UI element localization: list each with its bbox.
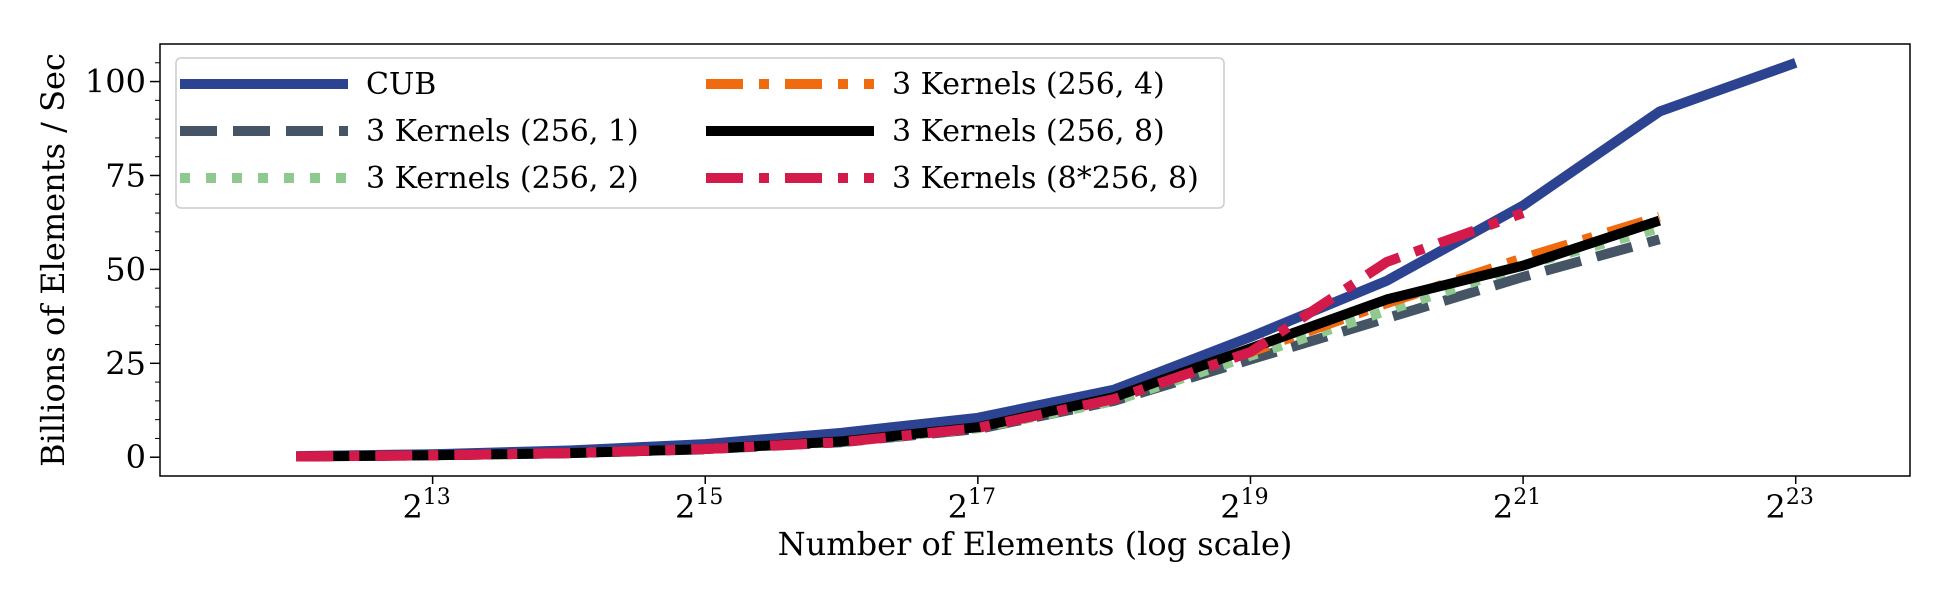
y-tick-label: 100 — [85, 63, 146, 101]
x-tick-label: 219 — [1220, 485, 1268, 526]
x-tick-label: 217 — [948, 485, 996, 526]
legend-label: 3 Kernels (256, 2) — [366, 161, 639, 196]
x-axis-label: Number of Elements (log scale) — [778, 525, 1293, 563]
series-line-3-kernels-256-8 — [296, 215, 1661, 462]
plot-lines — [296, 58, 1798, 462]
y-axis-label: Billions of Elements / Sec — [34, 53, 72, 467]
legend-label: 3 Kernels (256, 4) — [892, 67, 1165, 102]
series-line-3-kernels-8-256-8 — [296, 208, 1525, 462]
legend-label: 3 Kernels (256, 8) — [892, 114, 1165, 149]
y-tick-label: 75 — [105, 156, 146, 194]
y-tick-label: 0 — [126, 438, 146, 476]
x-tick-label: 223 — [1766, 485, 1814, 526]
legend-frame — [175, 57, 1225, 209]
x-axis: 213 215 217 219 221 223 — [402, 476, 1814, 526]
y-tick-label: 50 — [105, 250, 146, 288]
y-axis: 0 25 50 75 100 — [85, 62, 160, 476]
y-tick-label: 25 — [105, 344, 146, 382]
plot-frame — [159, 43, 1911, 477]
x-tick-label: 221 — [1493, 485, 1541, 526]
legend-label: CUB — [366, 67, 436, 102]
x-tick-label: 215 — [675, 485, 723, 526]
x-tick-label: 213 — [402, 485, 450, 526]
legend-label: 3 Kernels (256, 1) — [366, 114, 639, 149]
legend: CUB 3 Kernels (256, 1) 3 Kernels (256, 2) 3… — [175, 57, 1225, 209]
legend-label: 3 Kernels (8*256, 8) — [892, 161, 1199, 196]
